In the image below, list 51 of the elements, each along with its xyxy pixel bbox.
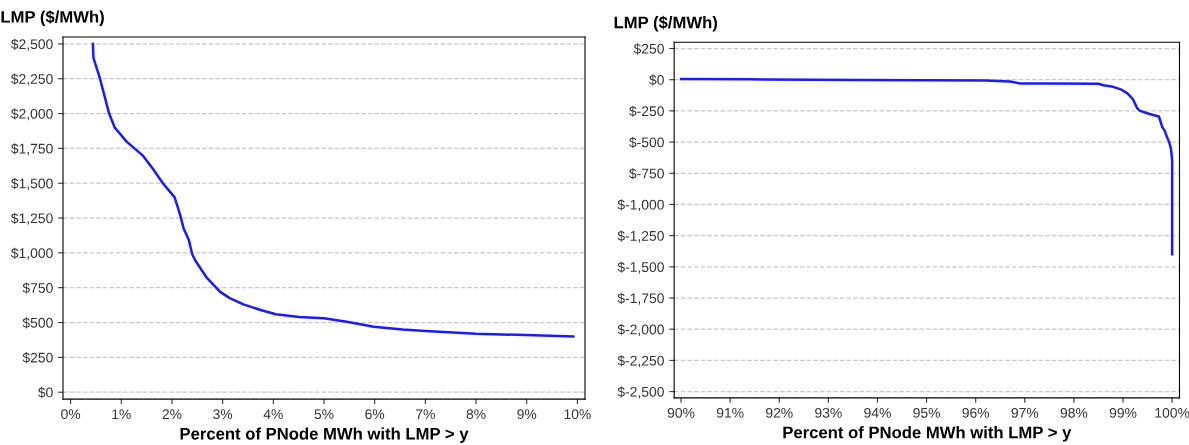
y-tick-label: $2,000	[10, 108, 53, 121]
x-tick-label: 9%	[517, 409, 537, 420]
y-tick-label: $2,500	[10, 38, 53, 51]
x-tick-label: 96%	[962, 407, 990, 418]
x-tick-label: 99%	[1109, 407, 1137, 418]
x-tick-label: 97%	[1011, 407, 1039, 418]
y-axis-title: LMP ($/MWh)	[1, 10, 104, 27]
y-tick-label: $0	[649, 74, 664, 86]
y-tick-label: $-1,250	[617, 230, 664, 243]
y-tick-label: $-1,500	[617, 261, 664, 274]
x-tick-label: 5%	[314, 409, 334, 420]
y-tick-label: $250	[633, 43, 664, 55]
x-tick-label: 8%	[466, 409, 486, 420]
y-tick-label: $500	[22, 317, 53, 329]
y-tick-label: $-2,500	[617, 386, 664, 399]
x-tick-label: 92%	[766, 407, 793, 418]
y-tick-label: $250	[22, 352, 53, 364]
x-tick-label: 98%	[1060, 407, 1088, 418]
x-tick-label: 95%	[913, 407, 940, 418]
x-tick-label: 100%	[1155, 407, 1189, 418]
y-tick-label: $-500	[629, 136, 664, 149]
x-tick-label: 7%	[416, 409, 435, 420]
x-tick-label: 94%	[864, 407, 891, 418]
line-series	[91, 42, 575, 338]
y-tick-label: $-2,000	[617, 323, 664, 337]
x-tick-label: 4%	[263, 409, 283, 420]
x-tick-label: 93%	[815, 407, 842, 418]
x-axis-title: Percent of PNode MWh with LMP > y	[180, 427, 469, 443]
y-tick-label: $-2,250	[617, 355, 664, 368]
y-tick-label: $0	[38, 386, 53, 399]
y-tick-label: $1,500	[10, 177, 53, 191]
y-axis-title: LMP ($/MWh)	[614, 15, 718, 32]
y-tick-label: $2,250	[10, 73, 53, 86]
x-tick-label: 10%	[564, 409, 591, 420]
line-series	[679, 77, 1174, 256]
y-tick-label: $1,250	[10, 212, 53, 225]
x-tick-label: 6%	[365, 409, 385, 420]
x-tick-label: 90%	[667, 407, 695, 418]
x-tick-label: 0%	[61, 409, 81, 420]
x-tick-label: 3%	[213, 409, 233, 420]
y-tick-label: $-1,000	[617, 199, 664, 212]
y-tick-label: $1,000	[10, 247, 53, 260]
y-tick-label: $-750	[629, 168, 664, 180]
x-tick-label: 1%	[112, 409, 131, 420]
x-tick-label: 2%	[162, 409, 182, 420]
y-tick-label: $-1,750	[617, 292, 664, 305]
y-tick-label: $1,750	[10, 143, 53, 156]
x-axis-title: Percent of PNode MWh with LMP > y	[783, 426, 1072, 442]
x-tick-label: 91%	[716, 407, 744, 418]
y-tick-label: $-250	[629, 105, 664, 117]
y-tick-label: $750	[22, 282, 53, 294]
